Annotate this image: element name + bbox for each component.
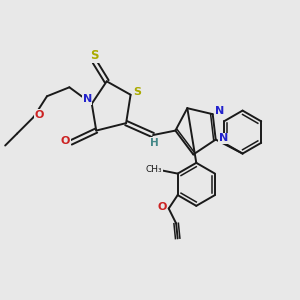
Text: H: H [150, 137, 159, 148]
Text: N: N [218, 133, 228, 143]
Text: O: O [34, 110, 44, 120]
Text: S: S [91, 50, 99, 62]
Text: S: S [133, 87, 141, 97]
Text: N: N [215, 106, 224, 116]
Text: O: O [158, 202, 167, 212]
Text: CH₃: CH₃ [146, 165, 162, 174]
Text: N: N [83, 94, 92, 104]
Text: O: O [61, 136, 70, 146]
